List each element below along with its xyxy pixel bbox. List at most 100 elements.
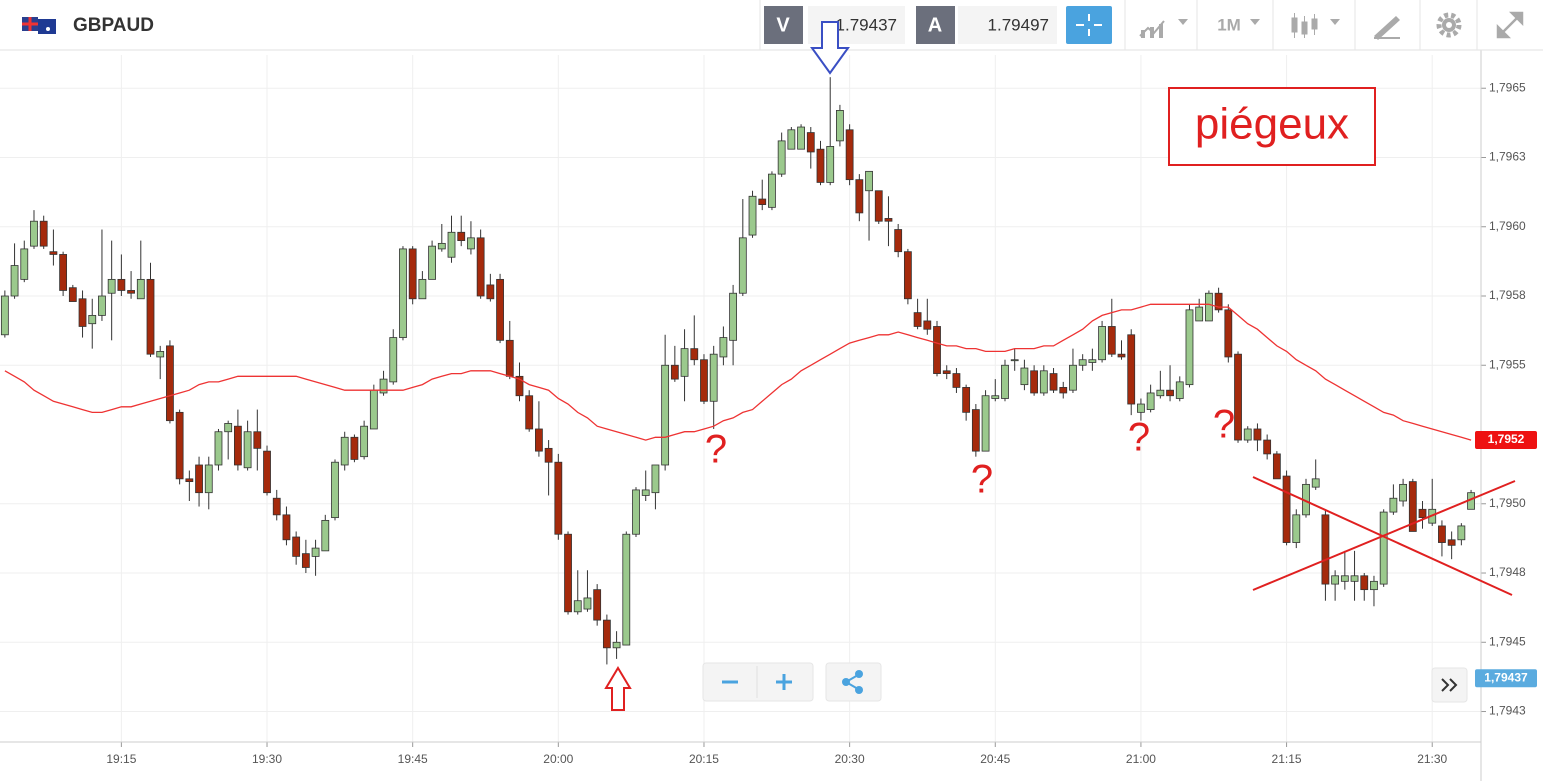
- candle-body: [457, 231, 466, 242]
- candle-body: [797, 126, 805, 150]
- x-tick-label: 19:15: [106, 752, 136, 766]
- candle-body: [729, 292, 738, 341]
- chart-type-button[interactable]: [1139, 19, 1188, 38]
- zoom-in-button[interactable]: [776, 674, 792, 690]
- ask-price: 1.79497: [988, 15, 1049, 34]
- candle-body: [1020, 367, 1029, 386]
- candle-style-button[interactable]: [1291, 13, 1340, 38]
- candle-body: [700, 359, 708, 402]
- annotation-box: [1168, 87, 1376, 166]
- x-tick-label: 20:45: [980, 752, 1010, 766]
- candle-body: [1340, 575, 1349, 582]
- candle-body: [651, 464, 660, 494]
- annotations: ? ? ? ? piégeux: [604, 21, 1516, 711]
- candle-body: [1311, 478, 1320, 488]
- candle-body: [913, 312, 922, 327]
- candle-body: [777, 140, 786, 175]
- candle-body: [1156, 389, 1165, 397]
- candle-body: [1418, 508, 1427, 519]
- candle-body: [253, 431, 262, 449]
- candle-body: [845, 129, 854, 181]
- candle-body: [806, 132, 815, 153]
- x-tick-label: 21:15: [1272, 752, 1302, 766]
- price-badge-label: 1,79437: [1484, 670, 1528, 684]
- crosshair-button[interactable]: [1066, 6, 1112, 44]
- candle-body: [1059, 387, 1068, 394]
- y-tick-label: 1,7955: [1489, 357, 1526, 371]
- x-tick-label: 20:30: [835, 752, 865, 766]
- bid-badge[interactable]: [764, 6, 803, 44]
- candle-body: [738, 237, 747, 294]
- ma-badge-label: 1,7952: [1488, 432, 1525, 446]
- candle-body: [1010, 359, 1019, 362]
- symbol: GBPAUD: [73, 15, 154, 36]
- candle-body: [39, 220, 48, 247]
- candle-body: [1438, 525, 1446, 543]
- settings-button[interactable]: [1436, 12, 1462, 38]
- candle-body: [525, 395, 534, 430]
- header: GBPAUD V 1.79437 A 1.79497 1M: [0, 0, 1543, 51]
- candle-body: [263, 450, 271, 494]
- candle-body: [224, 423, 233, 433]
- candle-body: [408, 248, 417, 300]
- plot-area: 1,7965 1,7963 1,7960 1,7958 1,7955 1,7950 1,79…: [0, 50, 1526, 781]
- candle-body: [146, 278, 155, 355]
- x-tick-label: 21:30: [1417, 752, 1447, 766]
- ask-label: A: [928, 14, 942, 36]
- candle-body: [399, 248, 407, 338]
- candle-body: [573, 600, 582, 613]
- candle-body: [496, 278, 504, 341]
- candle-body: [311, 547, 320, 557]
- candle-body: [272, 497, 281, 516]
- candle-body: [933, 326, 941, 374]
- draw-tools-button[interactable]: [1374, 16, 1400, 40]
- candle-body: [1350, 575, 1359, 582]
- bid-label: V: [776, 14, 790, 36]
- candle-body: [437, 242, 446, 250]
- annotation-text: piégeux: [1195, 100, 1349, 149]
- candle-body: [175, 411, 184, 480]
- candle-body: [360, 425, 369, 458]
- candle-body: [505, 339, 514, 377]
- candle-body: [214, 431, 223, 466]
- candle-body: [515, 375, 524, 397]
- candle-body: [670, 364, 679, 380]
- y-tick-label: 1,7950: [1489, 496, 1526, 510]
- candle-body: [787, 129, 796, 150]
- candle-body: [564, 533, 572, 613]
- timeframe[interactable]: 1M: [1217, 15, 1241, 34]
- candle-body: [49, 251, 58, 255]
- candle-body: [282, 514, 291, 541]
- candle-body: [350, 436, 359, 460]
- candle-body: [1166, 389, 1174, 397]
- candle-body: [709, 353, 718, 402]
- candle-body: [865, 170, 873, 192]
- candle-body: [1195, 306, 1204, 322]
- candle-body: [331, 461, 339, 519]
- candle-body: [1224, 309, 1233, 358]
- candle-body: [1408, 481, 1417, 532]
- x-tick-label: 21:00: [1126, 752, 1156, 766]
- fullscreen-button[interactable]: [1496, 11, 1524, 39]
- candle-body: [923, 320, 932, 330]
- cross-line: [1252, 476, 1513, 596]
- scroll-end-button[interactable]: [1431, 667, 1468, 703]
- candle-body: [1370, 580, 1378, 591]
- y-tick-label: 1,7965: [1489, 80, 1526, 94]
- ask-badge[interactable]: [916, 6, 955, 44]
- candle-body: [1030, 370, 1039, 394]
- candle-body: [1204, 292, 1213, 322]
- candle-body: [389, 337, 398, 383]
- candle-body: [1447, 539, 1456, 546]
- candle-body: [884, 218, 893, 222]
- candle-body: [612, 641, 621, 649]
- candle-body: [1127, 334, 1136, 405]
- candle-body: [243, 431, 252, 469]
- ask-box[interactable]: [958, 6, 1057, 44]
- candle-body: [136, 278, 145, 300]
- candle-body: [1039, 370, 1048, 394]
- share-button[interactable]: [825, 662, 882, 702]
- zoom-controls: [702, 662, 1468, 703]
- price-badge: [1475, 669, 1537, 688]
- candle-body: [1078, 359, 1087, 366]
